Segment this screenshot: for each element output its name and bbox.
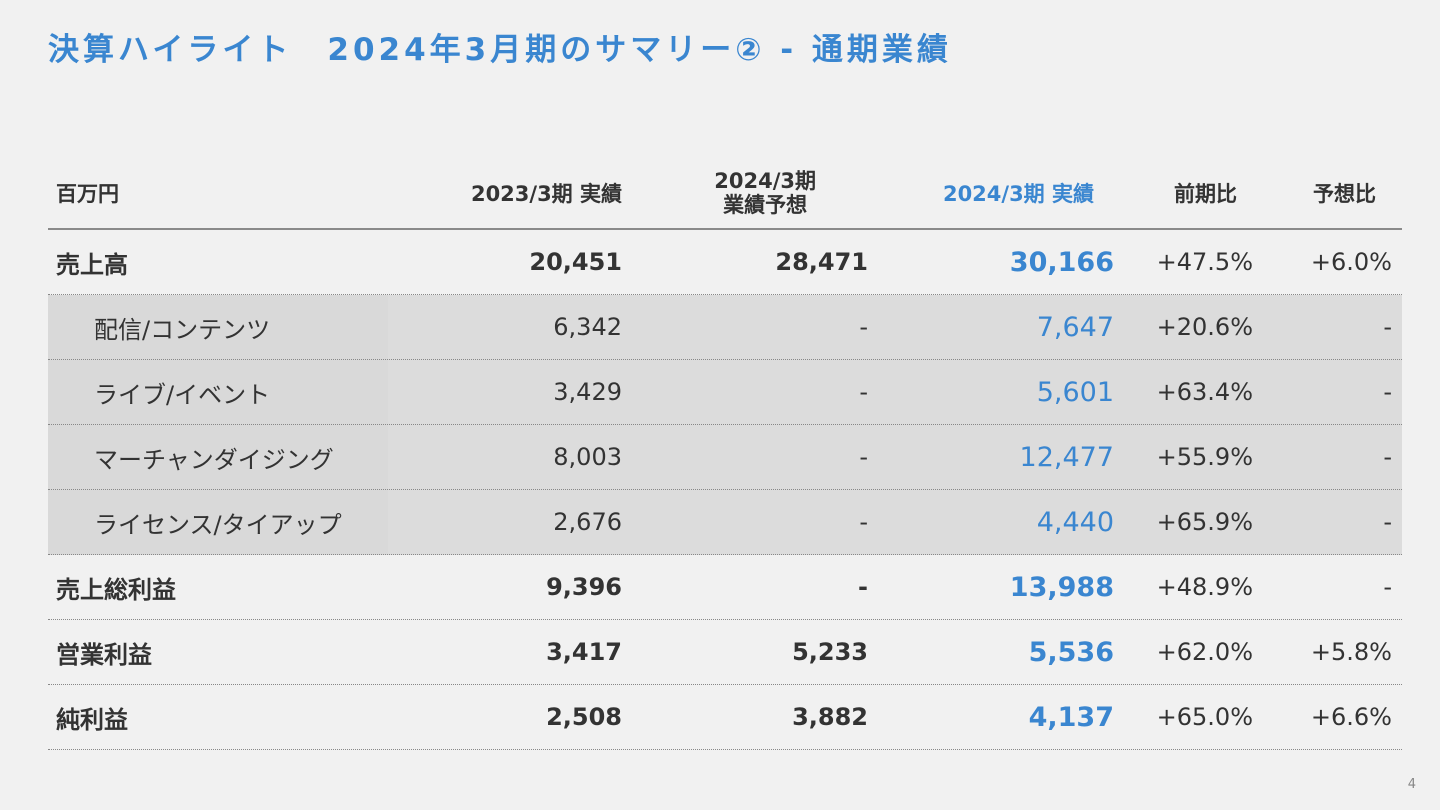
header-actual: 2024/3期 実績 <box>942 182 1094 206</box>
vs-forecast-value: - <box>1383 378 1392 406</box>
header-forecast: 2024/3期 業績予想 <box>714 158 816 228</box>
forecast-value: 3,882 <box>792 703 868 731</box>
actual-value: 5,536 <box>1028 636 1114 668</box>
prev-actual-value: 6,342 <box>553 313 622 341</box>
prev-actual-value: 20,451 <box>529 248 622 276</box>
row-label: マーチャンダイジング <box>94 445 334 474</box>
row-label: 売上高 <box>56 250 128 279</box>
table-row: 純利益 2,508 3,882 4,137 +65.0% +6.6% <box>48 685 1402 750</box>
table-row: 売上高 20,451 28,471 30,166 +47.5% +6.0% <box>48 230 1402 295</box>
vs-forecast-value: +6.6% <box>1310 703 1392 731</box>
header-yoy: 前期比 <box>1174 182 1237 206</box>
actual-value: 4,440 <box>1036 506 1114 538</box>
vs-forecast-value: +6.0% <box>1310 248 1392 276</box>
prev-actual-value: 2,676 <box>553 508 622 536</box>
forecast-value: - <box>859 378 868 406</box>
yoy-value: +47.5% <box>1156 248 1253 276</box>
page-title: 決算ハイライト 2024年3月期のサマリー② - 通期業績 <box>48 32 952 68</box>
vs-forecast-value: - <box>1383 573 1392 601</box>
vs-forecast-value: - <box>1383 508 1392 536</box>
forecast-value: 28,471 <box>775 248 868 276</box>
row-label: 売上総利益 <box>56 575 176 604</box>
yoy-value: +20.6% <box>1156 313 1253 341</box>
yoy-value: +63.4% <box>1156 378 1253 406</box>
table-row: 営業利益 3,417 5,233 5,536 +62.0% +5.8% <box>48 620 1402 685</box>
header-vs-forecast: 予想比 <box>1313 182 1376 206</box>
results-table: 百万円 2023/3期 実績 2024/3期 業績予想 2024/3期 実績 前期… <box>48 158 1402 750</box>
vs-forecast-value: - <box>1383 443 1392 471</box>
yoy-value: +55.9% <box>1156 443 1253 471</box>
table-row-segment: マーチャンダイジング 8,003 - 12,477 +55.9% - <box>48 425 1402 490</box>
actual-value: 30,166 <box>1009 246 1114 278</box>
row-label: 営業利益 <box>56 640 152 669</box>
row-label: 配信/コンテンツ <box>94 315 271 344</box>
row-label: ライセンス/タイアップ <box>94 510 342 539</box>
prev-actual-value: 3,417 <box>546 638 622 666</box>
forecast-value: - <box>859 508 868 536</box>
yoy-value: +65.9% <box>1156 508 1253 536</box>
prev-actual-value: 8,003 <box>553 443 622 471</box>
table-row-segment: ライセンス/タイアップ 2,676 - 4,440 +65.9% - <box>48 490 1402 555</box>
header-prev-actual: 2023/3期 実績 <box>470 182 622 206</box>
yoy-value: +62.0% <box>1156 638 1253 666</box>
forecast-value: - <box>858 573 868 601</box>
table-row-segment: 配信/コンテンツ 6,342 - 7,647 +20.6% - <box>48 295 1402 360</box>
yoy-value: +65.0% <box>1156 703 1253 731</box>
actual-value: 5,601 <box>1036 376 1114 408</box>
yoy-value: +48.9% <box>1156 573 1253 601</box>
prev-actual-value: 2,508 <box>546 703 622 731</box>
vs-forecast-value: - <box>1383 313 1392 341</box>
table-row: 売上総利益 9,396 - 13,988 +48.9% - <box>48 555 1402 620</box>
table-header: 百万円 2023/3期 実績 2024/3期 業績予想 2024/3期 実績 前期… <box>48 158 1402 230</box>
header-unit: 百万円 <box>56 182 119 206</box>
vs-forecast-value: +5.8% <box>1310 638 1392 666</box>
prev-actual-value: 3,429 <box>553 378 622 406</box>
prev-actual-value: 9,396 <box>546 573 622 601</box>
forecast-value: 5,233 <box>792 638 868 666</box>
row-label: 純利益 <box>56 705 128 734</box>
actual-value: 4,137 <box>1028 701 1114 733</box>
actual-value: 7,647 <box>1036 311 1114 343</box>
forecast-value: - <box>859 313 868 341</box>
header-forecast-line2: 業績予想 <box>723 193 808 217</box>
row-label: ライブ/イベント <box>94 380 271 409</box>
table-row-segment: ライブ/イベント 3,429 - 5,601 +63.4% - <box>48 360 1402 425</box>
forecast-value: - <box>859 443 868 471</box>
actual-value: 13,988 <box>1009 571 1114 603</box>
header-forecast-line1: 2024/3期 <box>714 169 816 193</box>
page-number: 4 <box>1407 777 1416 792</box>
actual-value: 12,477 <box>1019 441 1114 473</box>
